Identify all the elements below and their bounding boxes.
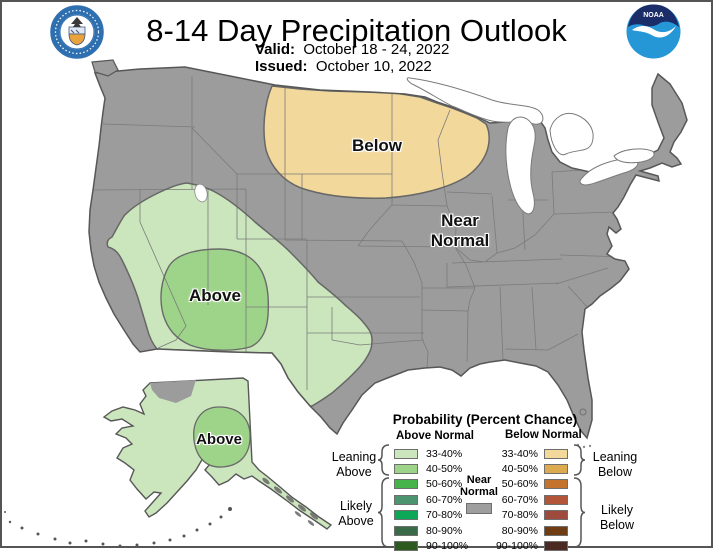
doc-shield-bottom [68, 33, 86, 46]
lake-okeechobee [579, 408, 587, 416]
legend-range-label: 80-90% [501, 524, 538, 537]
above-normal-inner-region [161, 249, 269, 351]
legend-swatch [394, 448, 418, 459]
legend-range-label: 90-100% [495, 540, 538, 553]
legend-near-normal-label: Near Normal [460, 474, 498, 498]
below-region-label: Below [351, 136, 403, 155]
alaska-above-label: Above [196, 431, 242, 448]
legend-row: 70-80% [394, 508, 468, 523]
page-title: 8-14 Day Precipitation Outlook [146, 13, 567, 48]
legend-swatch [544, 464, 568, 475]
lake-ontario [613, 148, 655, 164]
likely-above-label: Likely Above [338, 499, 374, 528]
legend-range-label: 40-50% [501, 463, 538, 476]
issued-value: October 10, 2022 [315, 58, 432, 75]
validity-dates: Valid: October 18 - 24, 2022 Issued: Oct… [255, 41, 449, 75]
conus-outline [88, 66, 688, 440]
legend-range-label: 33-40% [426, 447, 463, 460]
legend-title: Probability (Percent Chance) [392, 412, 578, 427]
lake-erie [579, 158, 639, 186]
alaska-near-normal-patch [150, 380, 196, 403]
leaning-below-brace [573, 444, 586, 476]
legend-range-label: 40-50% [426, 463, 463, 476]
doc-eagle-icon [71, 17, 83, 27]
legend-range-label: 80-90% [426, 524, 463, 537]
legend-below-column: 33-40% 40-50% 50-60% 60-70% 70-80% 80-90% 90-1… [480, 446, 568, 554]
alaska-above-inner-region [193, 406, 251, 468]
legend-row: 50-60% [480, 477, 568, 492]
lake-huron [549, 113, 594, 156]
leaning-above-brace [377, 444, 390, 476]
above-region-outline [106, 182, 373, 407]
valid-value: October 18 - 24, 2022 [303, 41, 450, 58]
leaning-below-label: Leaning Below [592, 450, 638, 479]
below-region-outline [263, 85, 490, 199]
legend-row: 60-70% [480, 492, 568, 507]
leaning-above-label: Leaning Above [331, 450, 377, 479]
legend-range-label: 50-60% [501, 478, 538, 491]
legend-swatch [394, 541, 418, 552]
image-border [0, 0, 713, 548]
legend-swatch [394, 479, 418, 490]
legend-range-label: 33-40% [501, 447, 538, 460]
alaska [4, 377, 333, 548]
legend-near-normal-swatch [466, 503, 492, 514]
legend-row: 40-50% [480, 461, 568, 476]
legend-row: 80-90% [480, 523, 568, 538]
legend-swatch [544, 494, 568, 505]
legend-range-label: 50-60% [426, 478, 463, 491]
legend-range-label: 60-70% [501, 493, 538, 506]
legend-range-label: 70-80% [426, 509, 463, 522]
legend-row: 90-100% [394, 538, 468, 553]
legend-range-label: 90-100% [426, 540, 469, 553]
noaa-gull-icon [632, 25, 676, 38]
legend-swatch [394, 510, 418, 521]
valid-line: Valid: October 18 - 24, 2022 [255, 41, 449, 58]
legend-swatch [394, 494, 418, 505]
vancouver-island [91, 59, 119, 77]
legend-range-label: 60-70% [426, 493, 463, 506]
noaa-logo-dark-top [628, 4, 679, 27]
noaa-logo: NOAA [626, 4, 681, 59]
legend-above-header: Above Normal [396, 430, 474, 442]
legend-swatch [544, 510, 568, 521]
legend-row: 80-90% [394, 523, 468, 538]
legend-row: 90-100% [480, 538, 568, 553]
great-lakes [406, 77, 655, 215]
noaa-logo-text: NOAA [643, 12, 664, 19]
legend-swatch [544, 541, 568, 552]
legend-swatch [544, 525, 568, 536]
legend-swatch [394, 464, 418, 475]
legend-row: 70-80% [480, 508, 568, 523]
great-salt-lake [194, 183, 208, 203]
below-normal-region [264, 86, 490, 199]
above-inner-outline [160, 248, 270, 351]
legend-row: 33-40% [394, 446, 468, 461]
legend-row: 40-50% [394, 461, 468, 476]
legend-swatch [544, 479, 568, 490]
aleutian-islands [4, 507, 232, 548]
legend-row: 50-60% [394, 477, 468, 492]
likely-below-label: Likely Below [599, 503, 635, 532]
legend-swatch [394, 525, 418, 536]
legend-range-label: 70-80% [501, 509, 538, 522]
valid-label: Valid: [255, 41, 296, 58]
legend-below-header: Below Normal [505, 429, 582, 441]
above-region-label: Above [189, 286, 241, 305]
legend-row: 60-70% [394, 492, 468, 507]
alaska-panhandle-mountains [262, 477, 319, 526]
issued-label: Issued: [255, 58, 308, 75]
state-boundaries [92, 72, 629, 390]
near-normal-label: Near Normal [430, 211, 490, 250]
lake-michigan [505, 116, 536, 215]
legend-above-column: 33-40% 40-50% 50-60% 60-70% 70-80% 80-90% 90-1… [394, 446, 468, 554]
legend-swatch [544, 448, 568, 459]
legend-row: 33-40% [480, 446, 568, 461]
issued-line: Issued: October 10, 2022 [255, 58, 449, 75]
likely-below-brace [573, 477, 586, 548]
doc-seal-logo [50, 5, 104, 59]
likely-above-brace [377, 477, 390, 548]
